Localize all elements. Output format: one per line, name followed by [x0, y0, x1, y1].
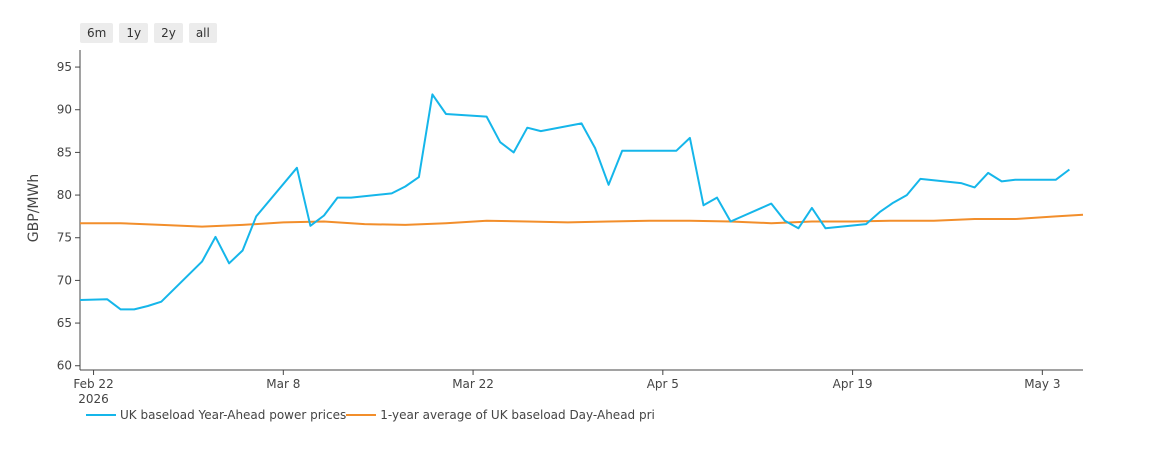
x-tick-label: Mar 8: [266, 377, 300, 391]
x-tick-label: Mar 22: [452, 377, 494, 391]
range-selector: 6m 1y 2y all: [80, 23, 217, 43]
range-button-1y[interactable]: 1y: [119, 23, 149, 43]
legend-item-year-ahead[interactable]: UK baseload Year-Ahead power prices: [86, 408, 346, 422]
y-tick-label: 80: [57, 188, 72, 202]
y-tick-label: 95: [57, 60, 72, 74]
x-tick-label: Apr 19: [833, 377, 873, 391]
series-line-year-ahead: [79, 93, 1071, 311]
series-line-day-ahead-average: [80, 213, 1084, 228]
series-lines: [79, 93, 1084, 311]
y-tick-label: 85: [57, 145, 72, 159]
x-tick-label: May 3: [1024, 377, 1060, 391]
x-tick-sublabel: 2026: [78, 392, 109, 406]
y-tick-label: 60: [57, 359, 72, 373]
y-tick-label: 75: [57, 231, 72, 245]
y-tick-label: 70: [57, 273, 72, 287]
range-button-all[interactable]: all: [188, 23, 217, 43]
legend-item-day-ahead-average[interactable]: 1-year average of UK baseload Day-Ahead …: [346, 408, 655, 422]
legend-label-day-ahead-average: 1-year average of UK baseload Day-Ahead …: [380, 408, 655, 422]
legend-label-year-ahead: UK baseload Year-Ahead power prices: [120, 408, 347, 422]
y-tick-label: 90: [57, 103, 72, 117]
x-tick-label: Apr 5: [647, 377, 679, 391]
range-button-2y[interactable]: 2y: [154, 23, 183, 43]
x-tick-label: Feb 22: [73, 377, 113, 391]
legend: UK baseload Year-Ahead power prices 1-ye…: [86, 408, 655, 422]
legend-swatch-day-ahead-average: [346, 414, 377, 416]
legend-swatch-year-ahead: [86, 414, 116, 416]
y-tick-label: 65: [57, 316, 72, 330]
y-axis-label: GBP/MWh: [26, 174, 42, 242]
range-button-6m[interactable]: 6m: [80, 23, 114, 43]
